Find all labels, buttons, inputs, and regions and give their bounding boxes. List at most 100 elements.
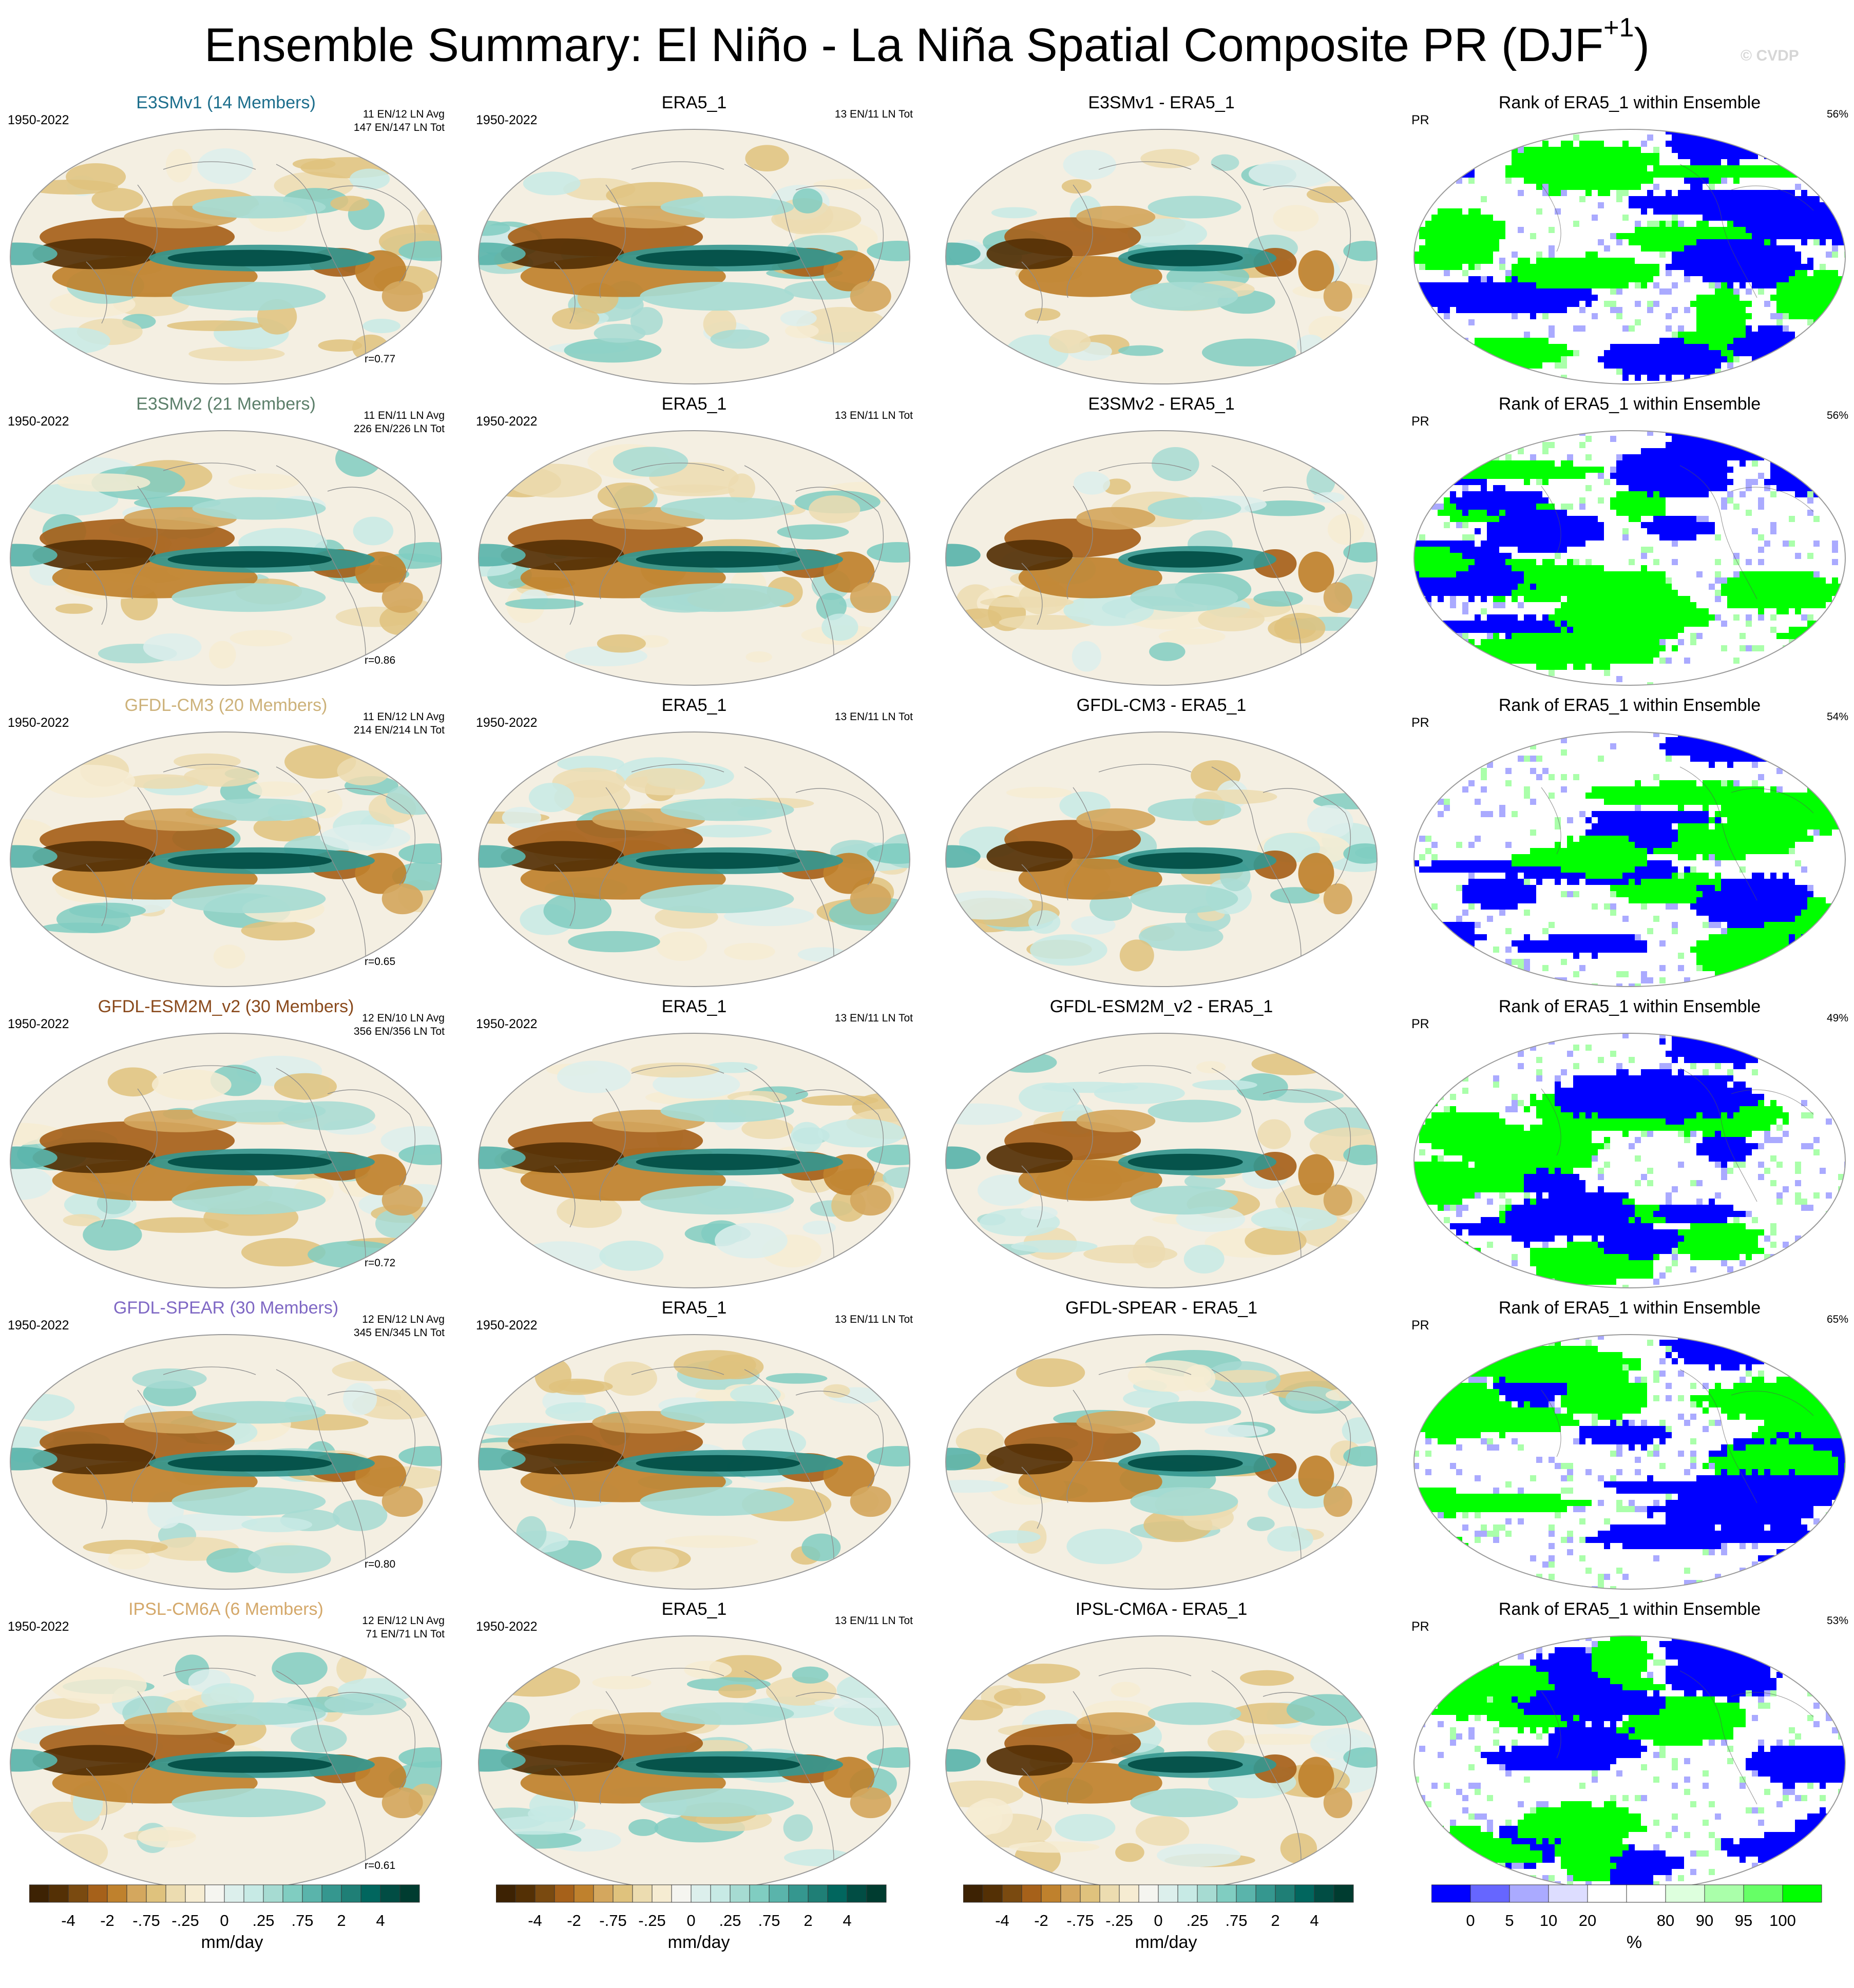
rank-cell [1499,528,1505,534]
rank-cell [1776,454,1783,460]
rank-cell [1536,873,1542,879]
rank-cell [1549,590,1555,596]
rank-cell [1549,528,1555,534]
rank-cell [1499,350,1505,356]
rank-cell [1468,171,1475,178]
rank-cell [1635,590,1641,596]
rank-cell [1813,682,1820,685]
rank-cell [1709,522,1715,528]
rank-cell [1499,227,1505,233]
rank-cell [1733,805,1740,811]
rank-cell [1653,369,1659,375]
rank-cell [1801,313,1807,319]
rank-cell [1684,258,1690,264]
rank-cell [1770,202,1776,208]
rank-cell [1690,178,1696,184]
rank-cell [1696,245,1703,252]
rank-cell [1573,221,1579,227]
rank-cell [1721,344,1727,350]
rank-cell [1666,227,1672,233]
rank-cell [1690,332,1696,338]
rank-cell [1659,252,1666,258]
rank-cell [1629,590,1635,596]
rank-cell [1536,491,1542,497]
rank-cell [1431,553,1438,559]
rank-cell [1733,454,1740,460]
rank-cell [1715,325,1721,332]
rank-cell [1807,817,1813,823]
rank-cell [1826,276,1832,282]
rank-cell [1555,547,1561,553]
rank-cell [1524,645,1530,651]
rank-cell [1807,910,1813,916]
rank-cell [1684,208,1690,215]
rank-cell [1475,528,1481,534]
rank-cell [1616,362,1622,369]
rank-cell [1641,903,1647,910]
anomaly-patch [1061,179,1092,194]
rank-cell [1542,159,1549,165]
rank-cell [1561,171,1567,178]
rank-cell [1524,178,1530,184]
rank-cell [1524,614,1530,621]
rank-cell [1475,295,1481,301]
rank-cell [1672,614,1678,621]
rank-cell [1462,885,1468,891]
rank-cell [1579,633,1585,639]
rank-cell [1826,922,1832,928]
rank-cell [1505,528,1512,534]
rank-cell [1801,799,1807,805]
rank-map [1413,430,1846,686]
rank-cell [1431,282,1438,288]
rank-cell [1715,233,1721,239]
rank-cell [1530,313,1536,319]
rank-cell [1703,454,1709,460]
rank-cell [1505,860,1512,866]
rank-cell [1481,565,1487,571]
rank-cell [1493,590,1499,596]
rank-cell [1425,658,1431,664]
rank-cell [1672,922,1678,928]
rank-cell [1647,547,1653,553]
rank-cell [1641,504,1647,510]
rank-cell [1512,627,1518,633]
rank-cell [1832,436,1838,442]
rank-cell [1622,528,1629,534]
rank-cell [1468,885,1475,891]
rank-cell [1493,362,1499,369]
rank-cell [1672,780,1678,786]
rank-cell [1709,743,1715,749]
rank-cell [1573,534,1579,541]
rank-cell [1518,165,1524,171]
rank-cell [1746,442,1752,448]
rank-cell [1579,497,1585,504]
rank-cell [1703,879,1709,885]
rank-cell [1721,301,1727,307]
rank-cell [1598,651,1604,658]
rank-cell [1561,565,1567,571]
rank-cell [1764,239,1770,245]
rank-cell [1592,522,1598,528]
rank-cell [1635,356,1641,362]
rank-cell [1629,645,1635,651]
rank-cell [1752,129,1758,134]
rank-cell [1567,596,1573,602]
rank-cell [1740,910,1746,916]
rank-cell [1746,823,1752,829]
rank-cell [1549,584,1555,590]
rank-cell [1696,467,1703,473]
rank-cell [1758,270,1764,276]
rank-cell [1764,147,1770,153]
rank-cell [1647,793,1653,799]
rank-cell [1512,129,1518,134]
rank-cell [1672,258,1678,264]
rank-cell [1431,221,1438,227]
rank-cell [1820,375,1826,381]
rank-cell [1536,178,1542,184]
rank-cell [1709,897,1715,903]
rank-cell [1647,350,1653,356]
rank-cell [1610,504,1616,510]
rank-cell [1746,596,1752,602]
rank-cell [1783,270,1789,276]
rank-cell [1801,823,1807,829]
